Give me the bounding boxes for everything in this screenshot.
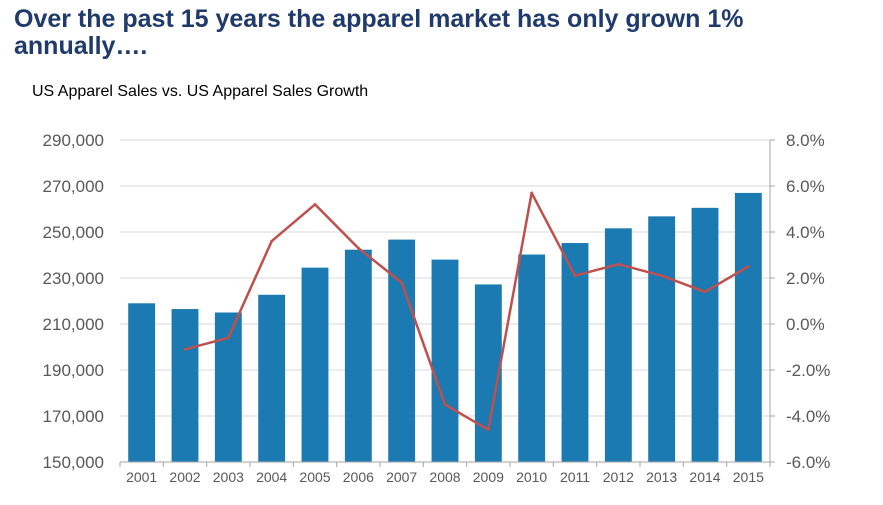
left-tick-label: 270,000: [43, 177, 104, 196]
right-tick-label: -2.0%: [786, 361, 830, 380]
bar-2006: [344, 249, 372, 462]
bar-2015: [734, 192, 762, 462]
left-tick-label: 290,000: [43, 131, 104, 150]
growth-line: [183, 191, 750, 432]
x-tick-label: 2001: [126, 469, 157, 485]
left-tick-label: 210,000: [43, 315, 104, 334]
chart-title: US Apparel Sales vs. US Apparel Sales Gr…: [32, 83, 369, 100]
right-tick-label: 6.0%: [786, 177, 825, 196]
right-tick-label: 0.0%: [786, 315, 825, 334]
headline: Over the past 15 years the apparel marke…: [14, 5, 744, 60]
growth-point-2010: [530, 191, 534, 195]
bar-2007: [388, 239, 416, 462]
x-tick-label: 2014: [689, 469, 720, 485]
tick-labels: 150,000 170,000 190,000 210,000 230,000 250,0…: [43, 131, 831, 485]
bar-2004: [258, 294, 286, 462]
left-tick-label: 190,000: [43, 361, 104, 380]
bar-2014: [691, 207, 719, 462]
x-tick-label: 2015: [733, 469, 764, 485]
growth-point-2008: [443, 403, 447, 406]
growth-point-2006: [356, 246, 360, 250]
x-tick-label: 2010: [516, 469, 547, 485]
growth-point-2013: [660, 274, 664, 278]
growth-point-2011: [573, 274, 577, 278]
growth-point-2007: [400, 281, 404, 284]
bar-2011: [561, 243, 589, 462]
x-tick-label: 2003: [213, 469, 244, 485]
growth-point-2009: [486, 428, 490, 432]
growth-line-path: [184, 191, 749, 432]
bar-2013: [648, 216, 676, 462]
growth-point-2015: [746, 265, 750, 268]
growth-point-2014: [703, 290, 707, 294]
x-tick-label: 2008: [429, 469, 460, 485]
x-tick-label: 2011: [560, 469, 590, 485]
right-tick-label: -6.0%: [786, 453, 830, 472]
sales-bars: [128, 192, 762, 462]
bar-2001: [128, 303, 156, 462]
bar-2008: [431, 259, 459, 462]
growth-point-2004: [270, 239, 274, 243]
right-tick-label: 4.0%: [786, 223, 825, 242]
x-tick-label: 2007: [386, 469, 417, 485]
x-tick-label: 2004: [256, 469, 287, 485]
growth-point-2012: [616, 262, 620, 266]
bar-2010: [518, 254, 546, 462]
growth-point-2005: [313, 203, 317, 206]
left-tick-label: 170,000: [43, 407, 104, 426]
right-tick-label: 2.0%: [786, 269, 825, 288]
left-tick-label: 230,000: [43, 269, 104, 288]
growth-point-2002: [183, 347, 187, 351]
x-tick-label: 2009: [473, 469, 504, 485]
x-tick-label: 2002: [169, 469, 200, 485]
bar-2005: [301, 267, 329, 462]
x-tick-label: 2005: [299, 469, 330, 485]
bar-2002: [171, 309, 199, 462]
right-tick-label: -4.0%: [786, 407, 830, 426]
bar-2009: [474, 284, 502, 462]
growth-point-2003: [226, 336, 230, 340]
x-tick-label: 2013: [646, 469, 677, 485]
left-tick-label: 150,000: [43, 453, 104, 472]
x-tick-label: 2012: [603, 469, 634, 485]
left-tick-label: 250,000: [43, 223, 104, 242]
axes: [119, 139, 775, 467]
right-tick-label: 8.0%: [786, 131, 825, 150]
x-tick-label: 2006: [343, 469, 374, 485]
